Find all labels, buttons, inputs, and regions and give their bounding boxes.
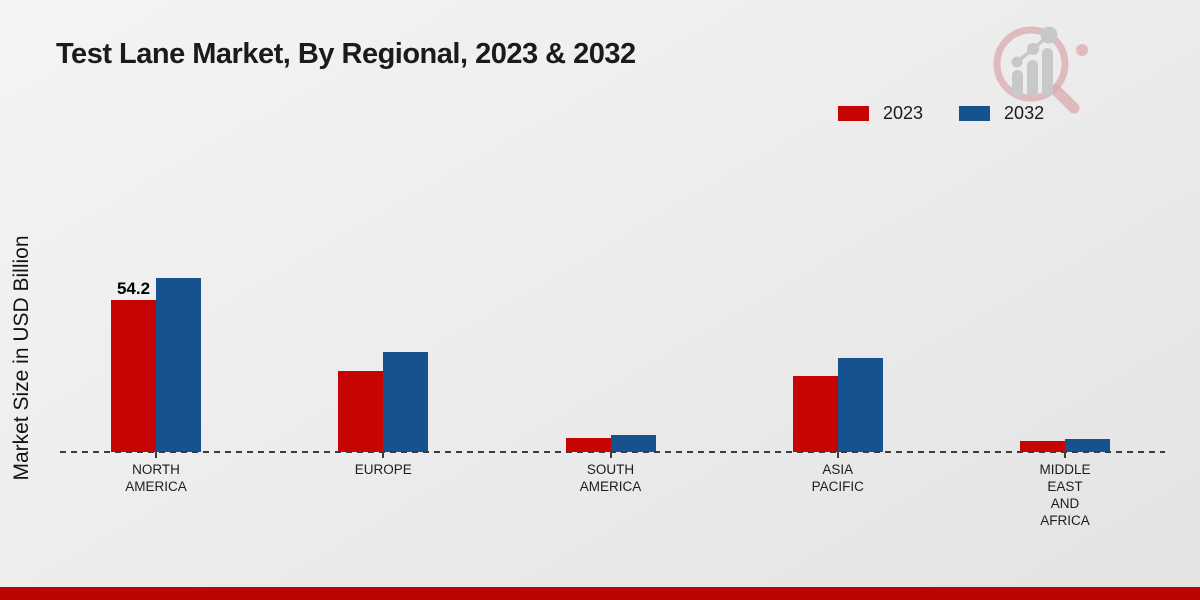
x-axis-tick: [155, 452, 157, 458]
legend-swatch-2032: [959, 106, 991, 121]
y-axis-label: Market Size in USD Billion: [10, 235, 33, 481]
category-label-asia-pacific: ASIA PACIFIC: [811, 462, 864, 494]
bar-2023-europe: [338, 371, 384, 452]
bar-2032-europe: [383, 352, 429, 452]
category-label-north-america: NORTH AMERICA: [125, 462, 187, 494]
bottom-accent-bar: [0, 587, 1200, 600]
bar-2032-middle-east-and-africa: [1065, 439, 1110, 452]
x-axis-baseline: [60, 451, 1165, 453]
x-axis-tick: [609, 452, 612, 458]
brand-logo-magnifier-chart-icon: [993, 26, 1088, 114]
chart-title: Test Lane Market, By Regional, 2023 & 20…: [56, 38, 636, 70]
bar-2023-north-america: [111, 300, 156, 452]
bar-value-label: 54.2: [116, 279, 151, 298]
bar-2032-north-america: [156, 278, 201, 452]
bar-2023-middle-east-and-africa: [1020, 441, 1065, 452]
bar-2023-south-america: [565, 438, 611, 452]
x-axis-tick: [382, 452, 385, 458]
bar-2032-asia-pacific: [837, 358, 883, 452]
category-label-middle-east-and-africa: MIDDLE EAST AND AFRICA: [1039, 462, 1091, 528]
legend-item-2023: 2023: [838, 103, 923, 124]
bar-2032-south-america: [610, 435, 656, 452]
legend-swatch-2023: [838, 106, 869, 121]
legend-item-2032: 2032: [959, 103, 1044, 124]
x-axis-tick: [1064, 452, 1066, 458]
category-label-south-america: SOUTH AMERICA: [579, 462, 642, 494]
category-label-europe: EUROPE: [354, 462, 412, 477]
legend: 2023 2032: [838, 103, 1044, 124]
x-axis-tick: [836, 452, 839, 458]
bar-2023-asia-pacific: [792, 376, 838, 452]
legend-label: 2032: [1004, 103, 1045, 123]
legend-label: 2023: [883, 103, 924, 123]
